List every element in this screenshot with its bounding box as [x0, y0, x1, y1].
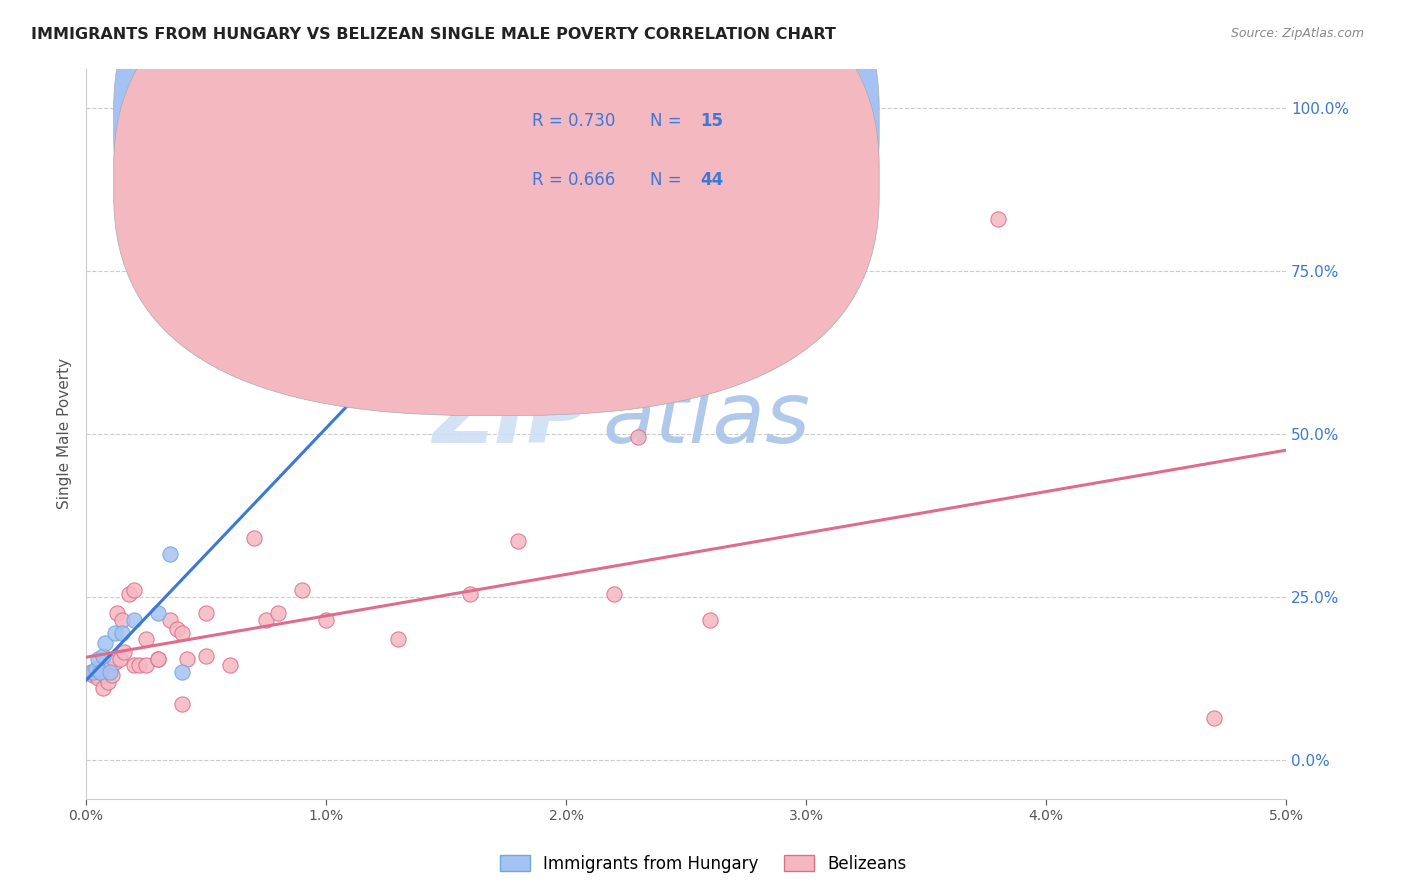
Text: R = 0.666: R = 0.666 [533, 170, 616, 188]
Point [118, 586, 141, 600]
Point [89, 665, 111, 679]
Point [135, 632, 157, 647]
Point [82, 665, 104, 679]
Point [114, 645, 136, 659]
Point [267, 606, 290, 620]
Point [97, 674, 120, 689]
Point [122, 658, 145, 673]
Point [506, 534, 529, 549]
Text: 15: 15 [700, 112, 724, 130]
Point [91, 648, 114, 663]
Point [146, 652, 169, 666]
Point [699, 613, 721, 627]
Point [87, 652, 110, 666]
Text: ZIP: ZIP [433, 377, 591, 460]
Point [108, 652, 131, 666]
Point [91, 681, 114, 695]
Point [135, 658, 157, 673]
Point [387, 632, 409, 647]
Point [94, 635, 117, 649]
FancyBboxPatch shape [464, 87, 776, 215]
Text: IMMIGRANTS FROM HUNGARY VS BELIZEAN SINGLE MALE POVERTY CORRELATION CHART: IMMIGRANTS FROM HUNGARY VS BELIZEAN SING… [31, 27, 835, 42]
Point [84, 662, 107, 676]
Text: N =: N = [650, 170, 682, 188]
Point [254, 613, 277, 627]
Point [146, 652, 169, 666]
Point [987, 211, 1010, 226]
Point [315, 613, 337, 627]
Point [122, 613, 145, 627]
Point [84, 668, 107, 682]
Point [243, 531, 266, 545]
Point [87, 672, 110, 686]
Point [458, 586, 481, 600]
Point [195, 606, 218, 620]
Point [159, 548, 181, 562]
Point [98, 662, 121, 676]
Text: N =: N = [650, 112, 682, 130]
FancyBboxPatch shape [114, 0, 879, 416]
Y-axis label: Single Male Poverty: Single Male Poverty [58, 359, 72, 509]
Point [104, 625, 127, 640]
Point [363, 377, 385, 392]
Point [176, 652, 198, 666]
Point [627, 430, 650, 444]
FancyBboxPatch shape [114, 0, 879, 357]
Point [195, 648, 218, 663]
Point [105, 606, 128, 620]
Point [98, 665, 121, 679]
Point [111, 625, 134, 640]
Point [101, 668, 124, 682]
Text: Source: ZipAtlas.com: Source: ZipAtlas.com [1230, 27, 1364, 40]
Point [111, 613, 134, 627]
Point [1202, 710, 1225, 724]
Point [603, 586, 626, 600]
Legend: Immigrants from Hungary, Belizeans: Immigrants from Hungary, Belizeans [494, 848, 912, 880]
Point [166, 623, 188, 637]
Point [82, 668, 104, 682]
Point [146, 606, 169, 620]
Point [170, 698, 193, 712]
Text: R = 0.730: R = 0.730 [533, 112, 616, 130]
Point [219, 658, 242, 673]
Point [159, 613, 181, 627]
Text: atlas: atlas [602, 377, 810, 460]
Point [411, 300, 433, 314]
Point [291, 583, 314, 598]
Point [122, 583, 145, 598]
Text: 44: 44 [700, 170, 724, 188]
Point [94, 668, 117, 682]
Point [80, 665, 103, 679]
Point [170, 625, 193, 640]
Point [104, 655, 127, 669]
Point [170, 665, 193, 679]
Point [128, 658, 150, 673]
Point [89, 665, 111, 679]
